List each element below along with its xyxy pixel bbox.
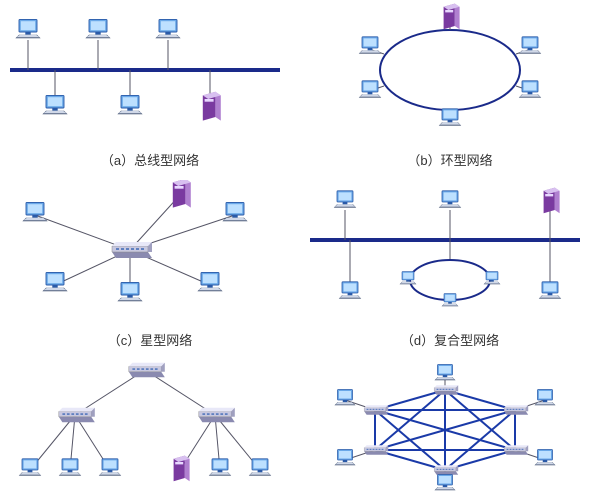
pc-icon (484, 272, 501, 285)
cell-a: （a）总线型网络 (0, 0, 300, 180)
server-icon (544, 188, 560, 214)
pc-icon (435, 475, 456, 491)
pc-icon (222, 202, 247, 221)
caption-a: （a）总线型网络 (0, 150, 300, 169)
pc-icon (59, 459, 81, 476)
pc-icon (359, 81, 381, 98)
pc-icon (42, 272, 67, 291)
pc-icon (442, 294, 459, 307)
pc-icon (439, 109, 461, 126)
hub-icon (434, 465, 458, 475)
pc-icon (519, 37, 541, 54)
pc-icon (209, 459, 231, 476)
pc-icon (85, 19, 110, 38)
pc-icon (117, 282, 142, 301)
caption-d: （d）复合型网络 (300, 330, 600, 349)
server-icon (173, 180, 191, 208)
hub-icon (504, 445, 528, 455)
pc-icon (42, 95, 67, 114)
cell-c: （c）星型网络 (0, 180, 300, 360)
pc-icon (335, 450, 356, 466)
topology-grid: （a）总线型网络 （b）环型网络 （c）星型网络 （d）复合型网络 (0, 0, 600, 503)
pc-icon (439, 191, 461, 208)
caption-b: （b）环型网络 (300, 150, 600, 169)
cell-e (0, 360, 300, 503)
hub-icon (364, 405, 388, 415)
pc-icon (99, 459, 121, 476)
pc-icon (117, 95, 142, 114)
pc-icon (435, 365, 456, 381)
hub-icon (434, 385, 458, 395)
pc-icon (535, 450, 556, 466)
pc-icon (334, 191, 356, 208)
pc-icon (519, 81, 541, 98)
server-icon (444, 4, 460, 30)
pc-icon (339, 282, 361, 299)
pc-icon (15, 19, 40, 38)
hub-icon (112, 242, 152, 258)
caption-c: （c）星型网络 (0, 330, 300, 349)
pc-icon (22, 202, 47, 221)
cell-f (300, 360, 600, 503)
pc-icon (155, 19, 180, 38)
pc-icon (19, 459, 41, 476)
pc-icon (359, 37, 381, 54)
hub-icon (199, 408, 235, 422)
pc-icon (197, 272, 222, 291)
hub-icon (129, 363, 165, 377)
pc-icon (400, 272, 417, 285)
pc-icon (539, 282, 561, 299)
server-icon (174, 456, 190, 482)
server-icon (203, 92, 221, 121)
hub-icon (364, 445, 388, 455)
hub-icon (59, 408, 95, 422)
hub-icon (504, 405, 528, 415)
pc-icon (335, 390, 356, 406)
cell-d: （d）复合型网络 (300, 180, 600, 360)
pc-icon (535, 390, 556, 406)
pc-icon (249, 459, 271, 476)
cell-b: （b）环型网络 (300, 0, 600, 180)
